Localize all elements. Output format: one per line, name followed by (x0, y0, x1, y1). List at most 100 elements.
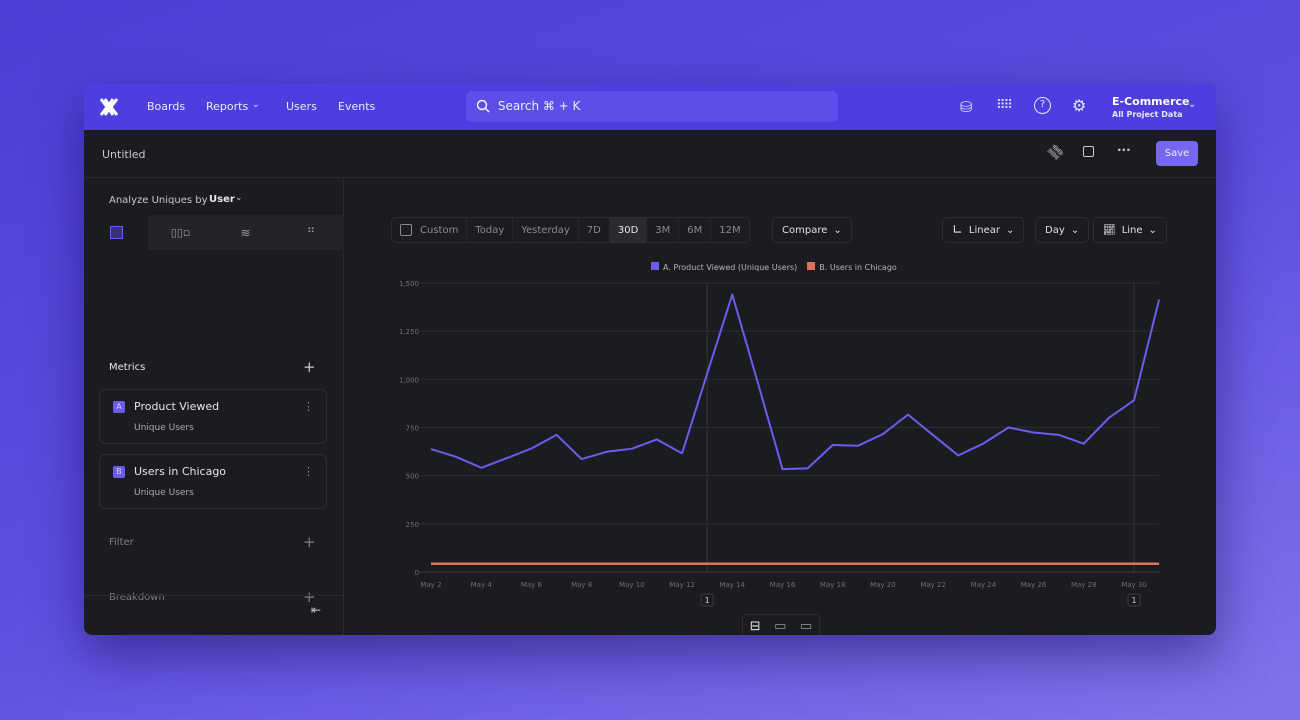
metric-badge: B (113, 466, 125, 478)
metric-measure[interactable]: Unique Users (134, 423, 194, 433)
analyze-user-dropdown[interactable]: User (209, 194, 235, 205)
search-icon (476, 99, 490, 113)
chevron-down-icon[interactable]: ⌄ (1188, 99, 1197, 110)
chevron-down-icon: ⌄ (1006, 224, 1015, 236)
project-name[interactable]: E-Commerce (1112, 95, 1190, 108)
range-3m[interactable]: 3M (647, 218, 680, 242)
range-12m[interactable]: 12M (719, 224, 741, 236)
layout-top-icon[interactable]: ▭ (774, 618, 787, 634)
annotation-count: 1 (705, 596, 710, 605)
y-tick-label: 1,500 (399, 280, 419, 288)
metric-card-a[interactable]: A Product Viewed Unique Users ⋮ (99, 389, 327, 444)
series-line-a (430, 293, 1161, 471)
metric-name: Product Viewed (134, 400, 220, 413)
scale-dropdown[interactable]: ∟ Linear ⌄ (942, 217, 1025, 243)
metric-card-b[interactable]: B Users in Chicago Unique Users ⋮ (99, 454, 327, 509)
metric-measure[interactable]: Unique Users (134, 488, 194, 498)
x-tick-label: May 12 (669, 581, 695, 589)
top-nav: Boards Reports ⌄ Users Events Search ⌘ +… (84, 84, 1216, 130)
nav-reports[interactable]: Reports (206, 100, 249, 113)
x-logo-icon[interactable] (99, 97, 119, 117)
metric-badge: A (113, 401, 125, 413)
more-icon[interactable]: ··· (1117, 143, 1131, 157)
analyze-label: Analyze Uniques by (109, 195, 208, 206)
tab-insights[interactable] (84, 215, 148, 250)
nav-users[interactable]: Users (286, 100, 317, 113)
kebab-menu-icon[interactable]: ⋮ (303, 400, 314, 413)
collapse-sidebar-icon[interactable]: ⇤ (311, 603, 322, 617)
database-settings-icon[interactable]: ⛁ (960, 98, 973, 116)
nav-events[interactable]: Events (338, 100, 376, 113)
add-metric-button[interactable]: + (303, 358, 316, 376)
layout-bottom-icon[interactable]: ▭ (799, 618, 813, 634)
x-tick-label: May 8 (571, 581, 592, 589)
custom-range-button[interactable]: Custom (392, 218, 468, 242)
y-tick-label: 500 (406, 473, 419, 481)
range-today[interactable]: Today (467, 218, 514, 242)
x-tick-label: May 16 (770, 581, 796, 589)
x-tick-label: May 14 (719, 581, 745, 589)
chart-type-dropdown[interactable]: 📈︎ Line ⌄ (1093, 217, 1167, 243)
filter-heading: Filter (109, 537, 134, 548)
project-sub: All Project Data (1112, 110, 1183, 119)
range-7d[interactable]: 7D (579, 218, 610, 242)
custom-label: Custom (420, 224, 459, 236)
y-tick-label: 750 (406, 425, 419, 433)
save-button[interactable]: Save (1156, 141, 1198, 166)
y-tick-label: 250 (406, 521, 419, 529)
metric-name: Users in Chicago (134, 465, 227, 478)
legend-item-b[interactable]: B. Users in Chicago (807, 262, 897, 272)
annotation-marker (1127, 593, 1141, 607)
retention-icon: ⠛ (306, 226, 316, 239)
line-chart-icon (109, 226, 123, 239)
tab-retention[interactable]: ⠛ (278, 215, 344, 250)
gear-icon[interactable]: ⚙ (1072, 96, 1087, 115)
sidebar: Analyze Uniques by User ⌄ ▯▯▫ ≋ ⠛ Metric… (84, 178, 344, 635)
interval-label: Day (1045, 224, 1065, 236)
legend-item-a[interactable]: A. Product Viewed (Unique Users) (651, 262, 797, 272)
x-tick-label: May 26 (1021, 581, 1047, 589)
report-header: Untitled ⛓ ··· Save (84, 130, 1216, 178)
line-chart-icon: 📈︎ (1103, 224, 1116, 236)
x-tick-label: May 24 (971, 581, 997, 589)
interval-dropdown[interactable]: Day ⌄ (1035, 217, 1090, 243)
range-6m[interactable]: 6M (679, 218, 712, 242)
divider (84, 595, 344, 596)
x-tick-label: May 20 (870, 581, 896, 589)
tab-flows[interactable]: ≋ (213, 215, 278, 250)
chevron-down-icon: ⌄ (252, 100, 260, 110)
apps-grid-icon[interactable]: ⠿⠿ (996, 98, 1013, 113)
range-yesterday[interactable]: Yesterday (513, 218, 579, 242)
chart-legend: A. Product Viewed (Unique Users) B. User… (651, 262, 897, 272)
scale-label: Linear (968, 224, 1000, 236)
x-tick-label: May 28 (1071, 581, 1097, 589)
duplicate-icon[interactable] (1083, 146, 1094, 157)
chevron-down-icon: ⌄ (235, 193, 243, 203)
report-type-tabs: ▯▯▫ ≋ ⠛ (84, 215, 344, 250)
x-tick-label: May 30 (1121, 581, 1147, 589)
add-breakdown-button[interactable]: + (303, 588, 316, 606)
search-input[interactable]: Search ⌘ + K (466, 91, 838, 122)
x-tick-label: May 4 (471, 581, 493, 589)
layout-switcher: ⊟ ▭ ▭ (742, 614, 820, 635)
bar-chart-icon: ▯▯▫ (170, 226, 191, 239)
kebab-menu-icon[interactable]: ⋮ (303, 465, 314, 478)
flows-icon: ≋ (240, 225, 251, 240)
layout-split-icon[interactable]: ⊟ (749, 618, 761, 634)
chevron-down-icon: ⌄ (833, 224, 842, 236)
chevron-down-icon: ⌄ (1148, 224, 1157, 236)
nav-boards[interactable]: Boards (147, 100, 186, 113)
add-filter-button[interactable]: + (303, 533, 316, 551)
report-title[interactable]: Untitled (102, 148, 146, 161)
app-window: Boards Reports ⌄ Users Events Search ⌘ +… (84, 84, 1216, 635)
tab-funnels[interactable]: ▯▯▫ (148, 215, 213, 250)
y-tick-label: 0 (415, 569, 419, 577)
annotation-marker (700, 593, 714, 607)
range-30d[interactable]: 30D (609, 218, 648, 242)
x-tick-label: May 6 (521, 581, 543, 589)
metrics-heading: Metrics (109, 362, 146, 373)
search-placeholder: Search ⌘ + K (497, 99, 581, 113)
compare-dropdown[interactable]: Compare ⌄ (772, 217, 852, 243)
help-icon[interactable]: ? (1034, 97, 1051, 114)
date-range-picker: Custom Today Yesterday 7D 30D 3M 6M 12M (391, 217, 750, 243)
